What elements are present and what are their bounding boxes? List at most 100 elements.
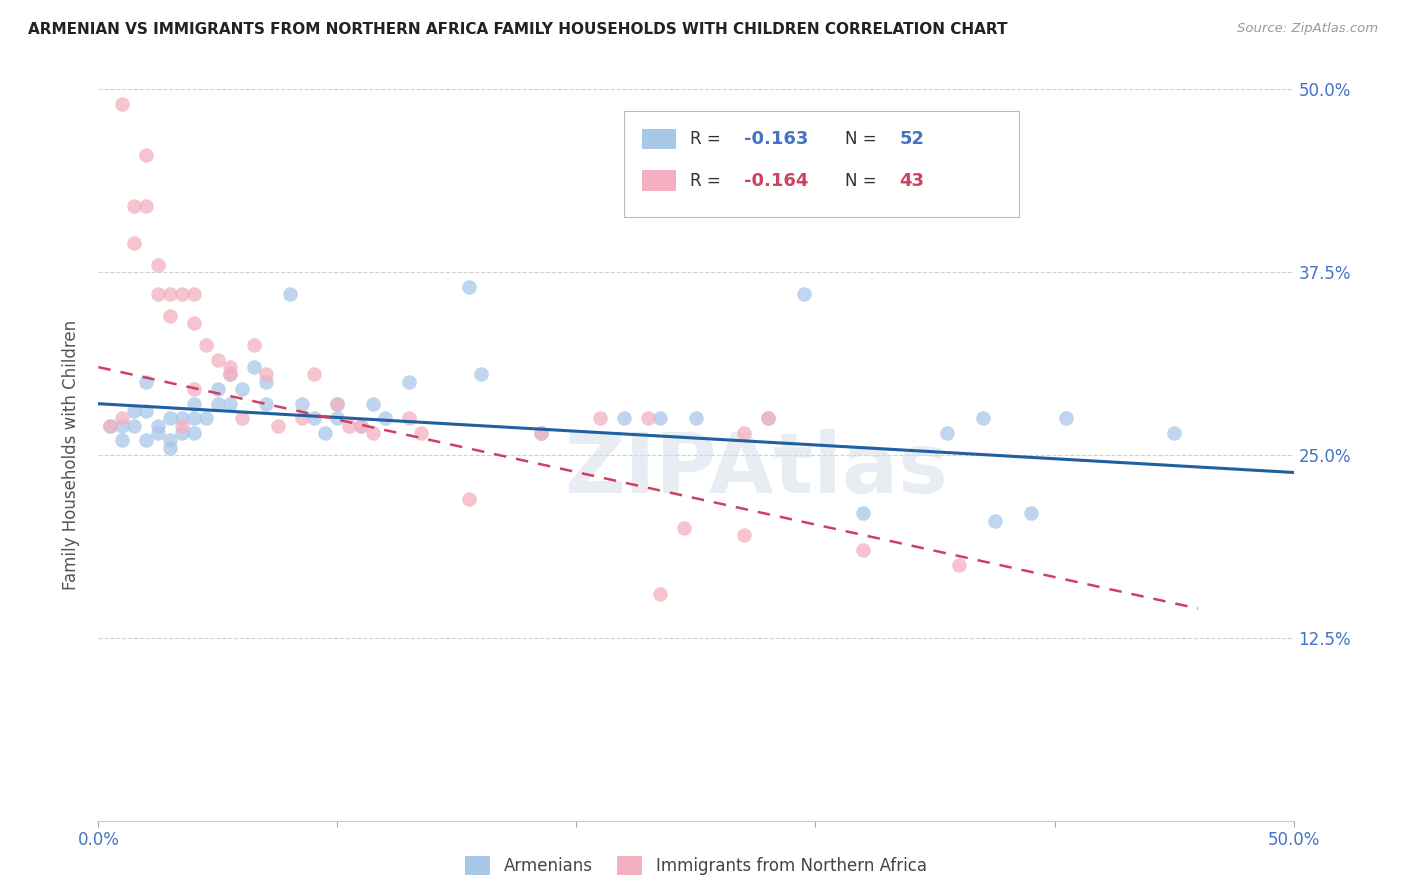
- Text: -0.163: -0.163: [744, 130, 808, 148]
- Point: [411, 425, 433, 440]
- Point: [267, 418, 290, 433]
- Point: [159, 287, 181, 301]
- Point: [458, 491, 481, 506]
- Point: [194, 411, 218, 425]
- Point: [148, 418, 170, 433]
- Point: [135, 375, 157, 389]
- Y-axis label: Family Households with Children: Family Households with Children: [62, 320, 80, 590]
- Point: [458, 279, 481, 293]
- Point: [207, 397, 229, 411]
- Text: ARMENIAN VS IMMIGRANTS FROM NORTHERN AFRICA FAMILY HOUSEHOLDS WITH CHILDREN CORR: ARMENIAN VS IMMIGRANTS FROM NORTHERN AFR…: [28, 22, 1008, 37]
- Point: [756, 411, 779, 425]
- Point: [148, 258, 170, 272]
- Point: [756, 411, 779, 425]
- Point: [1163, 425, 1185, 440]
- Point: [648, 587, 672, 601]
- Point: [350, 418, 373, 433]
- Point: [219, 368, 242, 382]
- Point: [254, 368, 277, 382]
- Point: [326, 397, 349, 411]
- Text: R =: R =: [690, 171, 725, 190]
- Text: ZIPAtlas: ZIPAtlas: [564, 429, 948, 510]
- Point: [98, 418, 122, 433]
- Point: [254, 397, 277, 411]
- Point: [302, 368, 325, 382]
- Text: 43: 43: [900, 171, 924, 190]
- Point: [1019, 507, 1042, 521]
- Point: [350, 418, 373, 433]
- Point: [135, 199, 157, 213]
- Point: [1054, 411, 1078, 425]
- Point: [984, 514, 1007, 528]
- Point: [219, 368, 242, 382]
- Text: N =: N =: [845, 130, 882, 148]
- Point: [111, 434, 134, 448]
- Point: [936, 425, 959, 440]
- Point: [470, 368, 492, 382]
- Bar: [643, 170, 676, 191]
- Point: [148, 425, 170, 440]
- Point: [673, 521, 696, 535]
- Point: [339, 418, 360, 433]
- Point: [148, 287, 170, 301]
- Point: [219, 397, 242, 411]
- Point: [637, 411, 659, 425]
- Point: [172, 418, 194, 433]
- Point: [183, 382, 205, 396]
- Point: [278, 287, 301, 301]
- Point: [852, 507, 875, 521]
- Point: [363, 425, 385, 440]
- Point: [231, 382, 253, 396]
- FancyBboxPatch shape: [624, 112, 1018, 218]
- Point: [291, 411, 314, 425]
- Point: [124, 418, 146, 433]
- Point: [111, 96, 134, 111]
- Point: [613, 411, 636, 425]
- Point: [398, 411, 420, 425]
- Point: [183, 397, 205, 411]
- Point: [291, 397, 314, 411]
- Point: [159, 309, 181, 323]
- Point: [124, 404, 146, 418]
- Point: [111, 411, 134, 425]
- Legend: Armenians, Immigrants from Northern Africa: Armenians, Immigrants from Northern Afri…: [458, 849, 934, 882]
- Point: [529, 425, 551, 440]
- Point: [326, 411, 349, 425]
- Point: [207, 352, 229, 367]
- Point: [733, 425, 755, 440]
- Point: [135, 148, 157, 162]
- Text: N =: N =: [845, 171, 882, 190]
- Point: [194, 338, 218, 352]
- Point: [948, 558, 970, 572]
- Point: [124, 235, 146, 250]
- Point: [183, 287, 205, 301]
- Point: [98, 418, 122, 433]
- Point: [243, 338, 266, 352]
- Point: [374, 411, 396, 425]
- Point: [326, 397, 349, 411]
- Point: [733, 528, 755, 542]
- Point: [793, 287, 815, 301]
- Point: [363, 397, 385, 411]
- Text: R =: R =: [690, 130, 725, 148]
- Point: [589, 411, 612, 425]
- Point: [183, 425, 205, 440]
- Point: [243, 360, 266, 375]
- Point: [183, 316, 205, 330]
- Point: [315, 425, 337, 440]
- Point: [183, 411, 205, 425]
- Text: Source: ZipAtlas.com: Source: ZipAtlas.com: [1237, 22, 1378, 36]
- Point: [135, 404, 157, 418]
- Point: [529, 425, 551, 440]
- Point: [398, 375, 420, 389]
- Point: [172, 287, 194, 301]
- Point: [124, 199, 146, 213]
- Point: [648, 411, 672, 425]
- Point: [685, 411, 707, 425]
- Text: -0.164: -0.164: [744, 171, 808, 190]
- Point: [254, 375, 277, 389]
- Point: [159, 441, 181, 455]
- Point: [207, 382, 229, 396]
- Point: [159, 434, 181, 448]
- Point: [219, 360, 242, 375]
